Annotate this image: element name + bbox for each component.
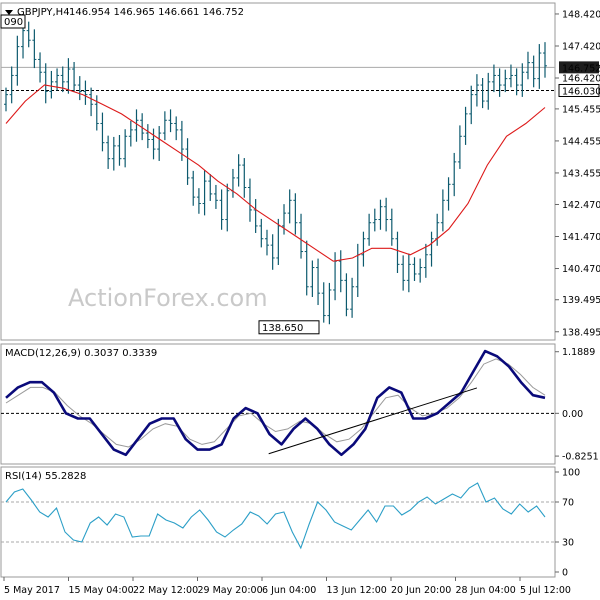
symbol-label: GBPJPY,H4 (17, 7, 70, 18)
time-tick-label: 20 Jun 20:00 (391, 585, 451, 596)
price-tick-label: 147.420 (562, 41, 600, 52)
price-tick-label: 145.455 (562, 104, 600, 115)
price-tick-label: 148.420 (562, 9, 600, 20)
rsi-line (5, 482, 546, 550)
rsi-panel (0, 466, 556, 578)
price-tick-label: 139.495 (562, 295, 600, 306)
price-axis: 148.420 147.420 146.420 145.455 144.455 143.4… (555, 9, 600, 338)
rsi-tick-label: 70 (562, 498, 574, 509)
price-tick-label: 143.455 (562, 168, 600, 179)
price-tick-label: 144.455 (562, 136, 600, 147)
time-tick-label: 28 Jun 04:00 (456, 585, 516, 596)
price-tag-label: 146.752 (562, 63, 600, 74)
time-tick-label: 5 Jul 12:00 (520, 585, 571, 596)
macd-tick-label: 0.00 (562, 409, 583, 420)
price-tag-box (559, 61, 599, 74)
macd-panel (0, 343, 556, 465)
collapse-arrow-icon[interactable] (5, 10, 13, 15)
price-tick-label: 141.470 (562, 232, 600, 243)
rsi-tick-label: 100 (562, 468, 580, 479)
price-tick-label: 142.470 (562, 200, 600, 211)
rsi-tick-label: 0 (562, 568, 568, 579)
watermark: ActionForex.com (68, 284, 268, 312)
macd-title: MACD(12,26,9) 0.3037 0.3339 (5, 348, 157, 359)
time-tick-label: 29 May 20:00 (198, 585, 263, 596)
ohlc-header: 146.954 146.965 146.661 146.752 (69, 7, 244, 18)
price-tick-label: 140.470 (562, 264, 600, 275)
level-tag-label: 146.030 (562, 86, 600, 97)
macd-line (5, 349, 546, 457)
macd-trendline (268, 387, 478, 455)
low-label-box (258, 320, 320, 335)
macd-tick-label: 1.1889 (562, 347, 595, 358)
time-axis: 5 May 2017 15 May 04:00 22 May 12:00 29 May… (3, 577, 571, 596)
level-tag-box (558, 83, 600, 97)
macd-axis: 1.1889 0.00 -0.8251 (555, 347, 599, 463)
top-left-value-box (0, 14, 26, 29)
time-tick-label: 6 Jun 04:00 (262, 585, 316, 596)
low-label: 138.650 (262, 323, 303, 334)
price-tick-label: 146.420 (562, 74, 600, 85)
time-tick-label: 15 May 04:00 (69, 585, 134, 596)
time-tick-label: 13 Jun 12:00 (327, 585, 387, 596)
macd-tick-label: -0.8251 (562, 452, 599, 463)
rsi-axis: 100 70 30 0 (555, 468, 580, 579)
rsi-tick-label: 30 (562, 538, 574, 549)
rsi-title: RSI(14) 55.2828 (5, 471, 86, 482)
time-tick-label: 5 May 2017 (4, 585, 60, 596)
price-panel (0, 2, 556, 341)
time-tick-label: 22 May 12:00 (133, 585, 198, 596)
price-tick-label: 138.495 (562, 327, 600, 338)
moving-average-line (5, 84, 546, 262)
top-left-value: 090 (4, 17, 23, 28)
